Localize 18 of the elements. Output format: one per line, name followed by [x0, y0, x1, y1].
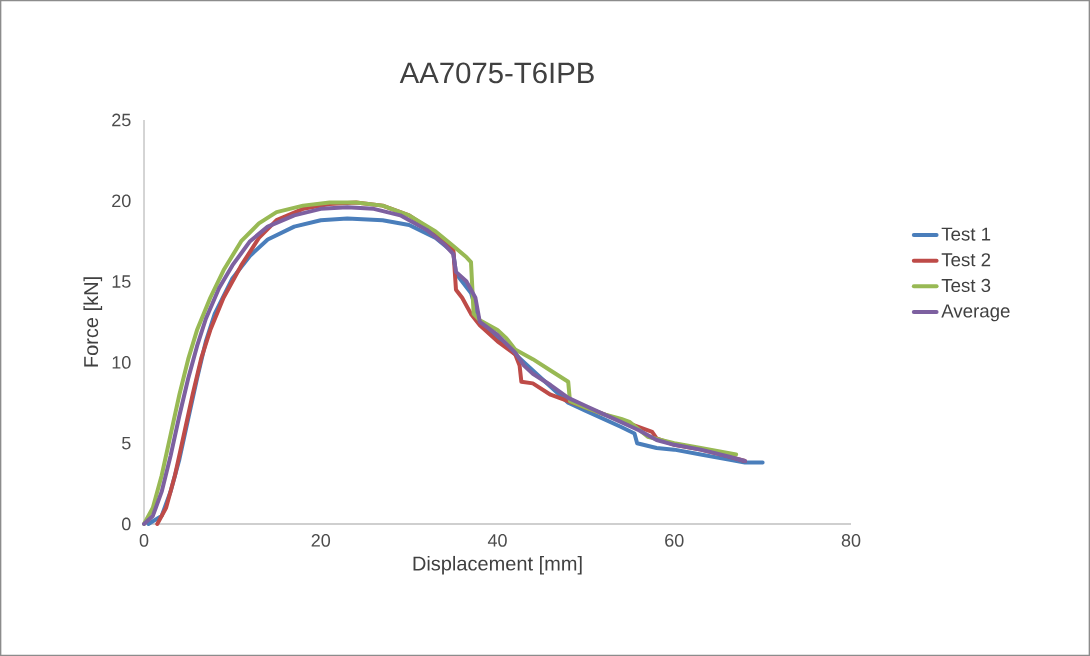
y-tick-label: 25	[112, 113, 131, 127]
y-tick-label: 10	[112, 356, 131, 369]
y-axis-title: Force [kN]	[83, 277, 103, 367]
y-tick-label: 15	[112, 275, 131, 288]
legend-label: Average	[941, 304, 1010, 322]
chart-title: AA7075-T6IPB	[399, 62, 594, 84]
x-axis-title: Displacement [mm]	[413, 555, 582, 575]
x-tick-label: 80	[841, 534, 861, 547]
y-tick-label: 5	[122, 436, 131, 450]
x-tick-label: 40	[487, 534, 507, 547]
x-tick-label: 60	[665, 534, 684, 547]
y-tick-label: 0	[122, 517, 131, 531]
legend-label: Test 3	[941, 278, 991, 293]
y-tick-label: 20	[112, 194, 131, 208]
legend-label: Test 1	[941, 227, 991, 241]
x-tick-label: 20	[311, 534, 331, 547]
x-tick-label: 0	[139, 534, 149, 547]
legend-label: Test 2	[941, 253, 991, 267]
